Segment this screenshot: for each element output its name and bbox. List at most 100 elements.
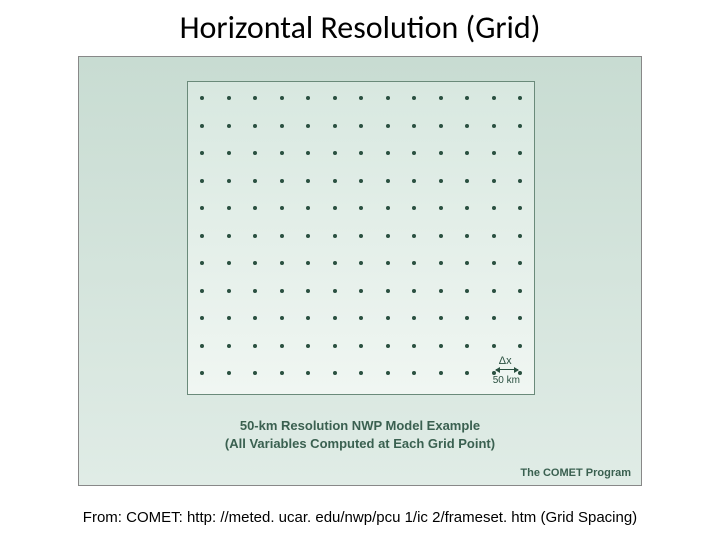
grid-dot: [200, 234, 204, 238]
grid-dot: [280, 151, 284, 155]
grid-dot: [412, 371, 416, 375]
grid-dot: [359, 371, 363, 375]
grid-dot: [492, 261, 496, 265]
grid-dot: [200, 124, 204, 128]
grid-dot: [280, 206, 284, 210]
page-title: Horizontal Resolution (Grid): [0, 0, 720, 47]
grid-dot: [492, 371, 496, 375]
grid-dot: [306, 261, 310, 265]
grid-dot: [439, 234, 443, 238]
grid-dot: [439, 96, 443, 100]
grid-dot: [227, 124, 231, 128]
grid-dot: [492, 289, 496, 293]
grid-dot: [386, 124, 390, 128]
grid-dot: [280, 261, 284, 265]
grid-dot: [227, 289, 231, 293]
grid-dot: [227, 316, 231, 320]
grid-dot: [439, 124, 443, 128]
grid-dot: [465, 371, 469, 375]
grid-dot: [465, 344, 469, 348]
grid-dot: [518, 316, 522, 320]
grid-dot: [465, 96, 469, 100]
grid-dot: [518, 179, 522, 183]
grid-dot: [465, 124, 469, 128]
grid-dot: [359, 316, 363, 320]
grid-dot: [200, 151, 204, 155]
grid-dot: [200, 289, 204, 293]
grid-dot: [465, 234, 469, 238]
grid-dot: [518, 344, 522, 348]
grid-dot: [227, 234, 231, 238]
grid-dot: [412, 234, 416, 238]
grid-dot: [386, 289, 390, 293]
grid-dot: [333, 151, 337, 155]
grid-dot: [253, 316, 257, 320]
grid-dot: [518, 206, 522, 210]
grid-dot: [518, 151, 522, 155]
grid-dot: [200, 344, 204, 348]
grid-dot: [465, 206, 469, 210]
grid-dot: [439, 261, 443, 265]
grid-dot: [412, 151, 416, 155]
grid-dot: [465, 261, 469, 265]
grid-dot: [386, 261, 390, 265]
grid-dot: [359, 344, 363, 348]
grid-dot: [200, 206, 204, 210]
grid-dot: [386, 96, 390, 100]
grid-dot: [412, 206, 416, 210]
grid-dot: [492, 96, 496, 100]
grid-dot: [412, 289, 416, 293]
grid-dot: [386, 151, 390, 155]
grid-dot: [439, 206, 443, 210]
grid-dot: [386, 371, 390, 375]
grid-dot: [253, 261, 257, 265]
grid-dot: [412, 124, 416, 128]
diagram-panel: Δx 50 km 50-km Resolution NWP Model Exam…: [78, 56, 642, 486]
grid-dot: [306, 151, 310, 155]
grid-dot: [386, 179, 390, 183]
grid-dot: [386, 234, 390, 238]
grid-dot: [280, 124, 284, 128]
grid-dot: [333, 234, 337, 238]
grid-dot: [439, 316, 443, 320]
grid-dot: [386, 316, 390, 320]
grid-dot: [306, 96, 310, 100]
grid-dot: [306, 179, 310, 183]
grid-dot: [306, 124, 310, 128]
grid-dot: [412, 316, 416, 320]
grid-dot: [412, 261, 416, 265]
grid-dot: [465, 289, 469, 293]
grid-dot: [306, 289, 310, 293]
grid-dot: [200, 371, 204, 375]
grid-dot: [227, 96, 231, 100]
grid-dot: [386, 206, 390, 210]
grid-dot: [359, 206, 363, 210]
grid-dot: [253, 96, 257, 100]
grid-dot: [465, 151, 469, 155]
grid-dot: [492, 234, 496, 238]
grid-dot: [359, 261, 363, 265]
grid-dot: [227, 344, 231, 348]
grid-dot: [333, 124, 337, 128]
source-citation: From: COMET: http: //meted. ucar. edu/nw…: [0, 509, 720, 526]
grid-dot: [280, 316, 284, 320]
grid-dot: [253, 206, 257, 210]
grid-dot: [280, 289, 284, 293]
distance-label: 50 km: [493, 375, 520, 386]
grid-dot: [492, 124, 496, 128]
grid-dot: [439, 289, 443, 293]
grid-dot: [333, 206, 337, 210]
grid-dot: [280, 179, 284, 183]
grid-dot: [333, 261, 337, 265]
grid-dot: [439, 371, 443, 375]
grid-dot: [439, 344, 443, 348]
grid-dot: [492, 206, 496, 210]
grid-dot: [518, 371, 522, 375]
grid-dot: [227, 151, 231, 155]
delta-x-symbol: Δx: [499, 355, 512, 367]
caption: 50-km Resolution NWP Model Example (All …: [79, 417, 641, 452]
grid-dot: [253, 344, 257, 348]
grid-dot: [200, 261, 204, 265]
grid-dot: [227, 206, 231, 210]
grid-dot: [492, 179, 496, 183]
